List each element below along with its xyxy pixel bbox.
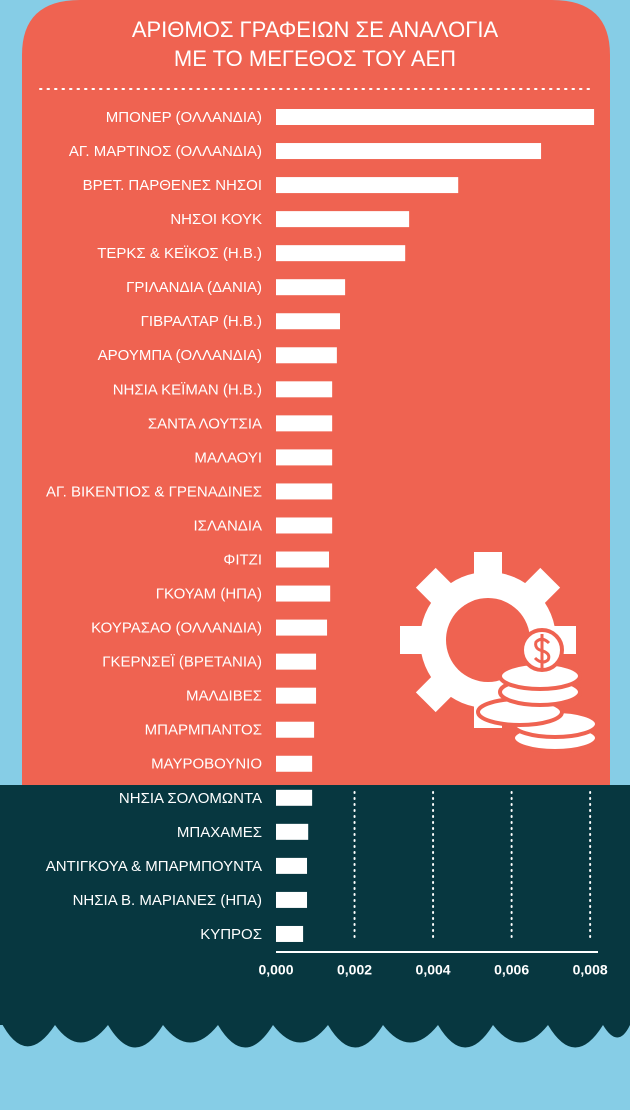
bar (276, 619, 328, 636)
bar (276, 551, 330, 568)
bar (276, 925, 304, 942)
bar (276, 449, 333, 466)
bar (276, 381, 333, 398)
category-label: ΜΑΛΑΟΥΙ (194, 449, 262, 466)
category-label: ΜΠΑΡΜΠΑΝΤΟΣ (145, 722, 262, 739)
bar (276, 483, 333, 500)
bar (276, 177, 459, 194)
category-label: ΦΙΤΖΙ (223, 551, 262, 568)
x-tick-label: 0,004 (416, 962, 451, 978)
category-label: ΑΝΤΙΓΚΟΥΑ & ΜΠΑΡΜΠΟΥΝΤΑ (46, 858, 262, 875)
bar (276, 415, 333, 432)
category-label: ΣΑΝΤΑ ΛΟΥΤΣΙΑ (148, 415, 262, 432)
x-tick-label: 0,006 (494, 962, 529, 978)
category-label: ΓΙΒΡΑΛΤΑΡ (Η.Β.) (141, 313, 262, 330)
category-label: ΙΣΛΑΝΔΙΑ (194, 517, 263, 534)
category-label: ΝΗΣΟΙ ΚΟΥΚ (170, 211, 262, 228)
bar (276, 721, 315, 738)
category-label: ΓΡΙΛΑΝΔΙΑ (ΔΑΝΙΑ) (126, 279, 262, 296)
bar (276, 313, 341, 330)
bar (276, 211, 410, 228)
x-tick-label: 0,008 (573, 962, 608, 978)
bar (276, 823, 309, 840)
bar (276, 653, 317, 670)
category-label: ΜΠΑΧΑΜΕΣ (177, 824, 262, 841)
waves (0, 1015, 630, 1048)
bar (276, 143, 542, 160)
category-label: ΒΡΕΤ. ΠΑΡΘΕΝΕΣ ΝΗΣΟΙ (83, 177, 262, 194)
category-label: ΤΕΡΚΣ & ΚΕΪΚΟΣ (Η.Β.) (97, 245, 262, 262)
category-label: ΜΑΥΡΟΒΟΥΝΙΟ (151, 756, 262, 773)
category-label: ΝΗΣΙΑ ΣΟΛΟΜΩΝΤΑ (119, 790, 262, 807)
x-tick-label: 0,000 (258, 962, 293, 978)
bar (276, 857, 308, 874)
bar (276, 891, 308, 908)
category-label: ΜΑΛΔΙΒΕΣ (186, 688, 262, 705)
bar (276, 279, 346, 296)
chart-title: ΜΕ ΤΟ ΜΕΓΕΘΟΣ ΤΟΥ ΑΕΠ (174, 46, 456, 71)
category-label: ΓΚΕΡΝΣΕΪ (ΒΡΕΤΑΝΙΑ) (102, 654, 262, 671)
category-label: ΝΗΣΙΑ ΚΕΪΜΑΝ (Η.Β.) (113, 381, 262, 398)
category-label: ΑΡΟΥΜΠΑ (ΟΛΛΑΝΔΙΑ) (98, 347, 262, 364)
category-label: ΜΠΟΝΕΡ (ΟΛΛΑΝΔΙΑ) (106, 109, 262, 126)
bar (276, 755, 313, 772)
bar (276, 109, 595, 125)
category-label: ΚΥΠΡΟΣ (200, 926, 262, 943)
gear-icon (400, 552, 599, 753)
category-label: ΚΟΥΡΑΣΑΟ (ΟΛΛΑΝΔΙΑ) (91, 620, 262, 637)
chart-title: ΑΡΙΘΜΟΣ ΓΡΑΦΕΙΩΝ ΣΕ ΑΝΑΛΟΓΙΑ (132, 17, 499, 42)
dark-panel (0, 785, 630, 1025)
category-label: ΑΓ. ΜΑΡΤΙΝΟΣ (ΟΛΛΑΝΔΙΑ) (69, 143, 262, 160)
category-label: ΓΚΟΥΑΜ (ΗΠΑ) (156, 586, 262, 603)
bar (276, 585, 331, 602)
bar (276, 687, 317, 704)
bar (276, 245, 406, 262)
category-label: ΑΓ. ΒΙΚΕΝΤΙΟΣ & ΓΡΕΝΑΔΙΝΕΣ (46, 483, 262, 500)
x-tick-label: 0,002 (337, 962, 372, 978)
bar (276, 517, 333, 534)
category-label: ΝΗΣΙΑ Β. ΜΑΡΙΑΝΕΣ (ΗΠΑ) (73, 892, 262, 909)
bar (276, 789, 313, 806)
bar (276, 347, 337, 364)
